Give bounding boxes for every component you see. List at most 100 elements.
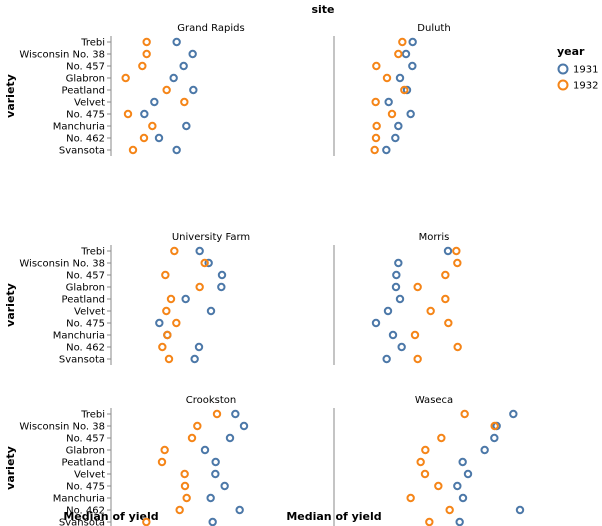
point-1932-svansota [413,354,422,364]
point-1932-svansota [425,517,434,526]
y-tick-label: No. 462 [66,134,105,145]
point-1931-manchuria [388,330,398,340]
point-1931-no-457 [179,61,188,71]
y-tick-label: Manchuria [53,331,105,342]
point-1932-no-462 [158,342,167,352]
point-1931-peatland [458,457,467,467]
point-1932-velvet [162,306,171,316]
point-1932-no-457 [161,270,170,280]
point-1932-svansota [128,145,138,155]
point-1931-svansota [208,517,217,526]
point-1932-trebi [452,246,461,256]
y-axis-title: variety [4,446,17,490]
point-1931-manchuria [206,493,215,503]
point-1931-manchuria [394,121,403,131]
point-1931-no-457 [392,270,401,280]
y-tick-label: Velvet [74,470,105,481]
point-1932-glabron [382,73,392,83]
point-1931-no-457 [408,61,417,71]
x-axis-title: Median of yield [286,510,381,523]
point-1932-trebi [398,37,407,47]
point-1932-no-457 [138,61,147,71]
point-1931-svansota [190,354,199,364]
y-tick-label: Peatland [62,458,105,469]
y-tick-label: No. 457 [66,434,105,445]
point-1932-velvet [420,469,430,479]
y-tick-label: Velvet [74,98,105,109]
y-tick-label: Manchuria [53,122,105,133]
point-1931-trebi [172,37,181,47]
point-1932-peatland [157,457,167,467]
point-1931-manchuria [458,493,468,503]
point-1932-no-457 [372,61,381,71]
point-1931-wisconsin-no-38 [239,421,249,431]
point-1931-no-462 [397,342,406,352]
point-1931-svansota [455,517,464,526]
point-1931-velvet [384,97,393,107]
point-1932-no-462 [139,133,149,143]
point-1932-velvet [180,97,189,107]
point-1932-wisconsin-no-38 [394,49,403,59]
point-1931-glabron [480,445,489,455]
point-1932-glabron [195,282,204,292]
y-tick-label: No. 457 [66,271,105,282]
y-tick-label: Trebi [80,410,105,421]
point-1932-manchuria [372,121,381,131]
y-tick-label: Trebi [80,247,105,258]
point-1932-peatland [166,294,176,304]
point-1932-no-462 [371,133,381,143]
point-1931-peatland [181,294,190,304]
facet-title: Waseca [415,395,453,406]
point-1932-trebi [212,409,222,419]
facet-title: University Farm [172,232,250,243]
point-1931-velvet [463,469,473,479]
point-1932-no-475 [180,481,190,491]
point-1932-manchuria [163,330,172,340]
point-1931-wisconsin-no-38 [188,49,197,59]
y-tick-label: No. 475 [66,482,105,493]
y-tick-label: Velvet [74,307,105,318]
point-1931-glabron [217,282,226,292]
legend: year 1931 1932 [557,45,598,92]
legend-label-1932: 1932 [573,81,598,92]
legend-symbol-1932 [557,79,569,91]
facet-waseca: Waseca10203040506070Median of yield [286,395,525,526]
point-1932-wisconsin-no-38 [193,421,202,431]
point-1932-no-475 [444,318,453,328]
point-1932-velvet [426,306,435,316]
point-1932-peatland [162,85,171,95]
point-1932-no-475 [123,109,133,119]
y-tick-label: Peatland [62,295,105,306]
point-1931-no-462 [154,133,164,143]
point-1932-no-462 [453,342,462,352]
y-tick-label: Trebi [80,38,105,49]
point-1931-glabron [395,73,405,83]
y-tick-label: No. 457 [66,62,105,73]
point-1931-glabron [391,282,401,292]
point-1932-trebi [142,37,151,47]
y-tick-label: Peatland [62,86,105,97]
y-tick-label: Wisconsin No. 38 [19,50,105,61]
legend-label-1931: 1931 [573,65,598,76]
point-1931-no-462 [194,342,204,352]
y-axis-title: variety [4,74,17,118]
column-header: site [311,3,334,16]
point-1931-trebi [195,246,204,256]
point-1932-no-457 [437,433,446,443]
point-1931-wisconsin-no-38 [394,258,403,268]
point-1932-manchuria [148,121,157,131]
y-tick-label: Svansota [59,518,105,526]
point-1931-trebi [231,409,240,419]
point-1931-no-457 [225,433,235,443]
point-1931-glabron [200,445,210,455]
point-1931-svansota [382,145,391,155]
y-axis-title: variety [4,283,17,327]
point-1931-svansota [382,354,391,364]
point-1932-no-475 [172,318,181,328]
point-1932-glabron [160,445,169,455]
point-1932-trebi [170,246,179,256]
point-1931-trebi [408,37,417,47]
y-tick-label: Svansota [59,146,105,157]
